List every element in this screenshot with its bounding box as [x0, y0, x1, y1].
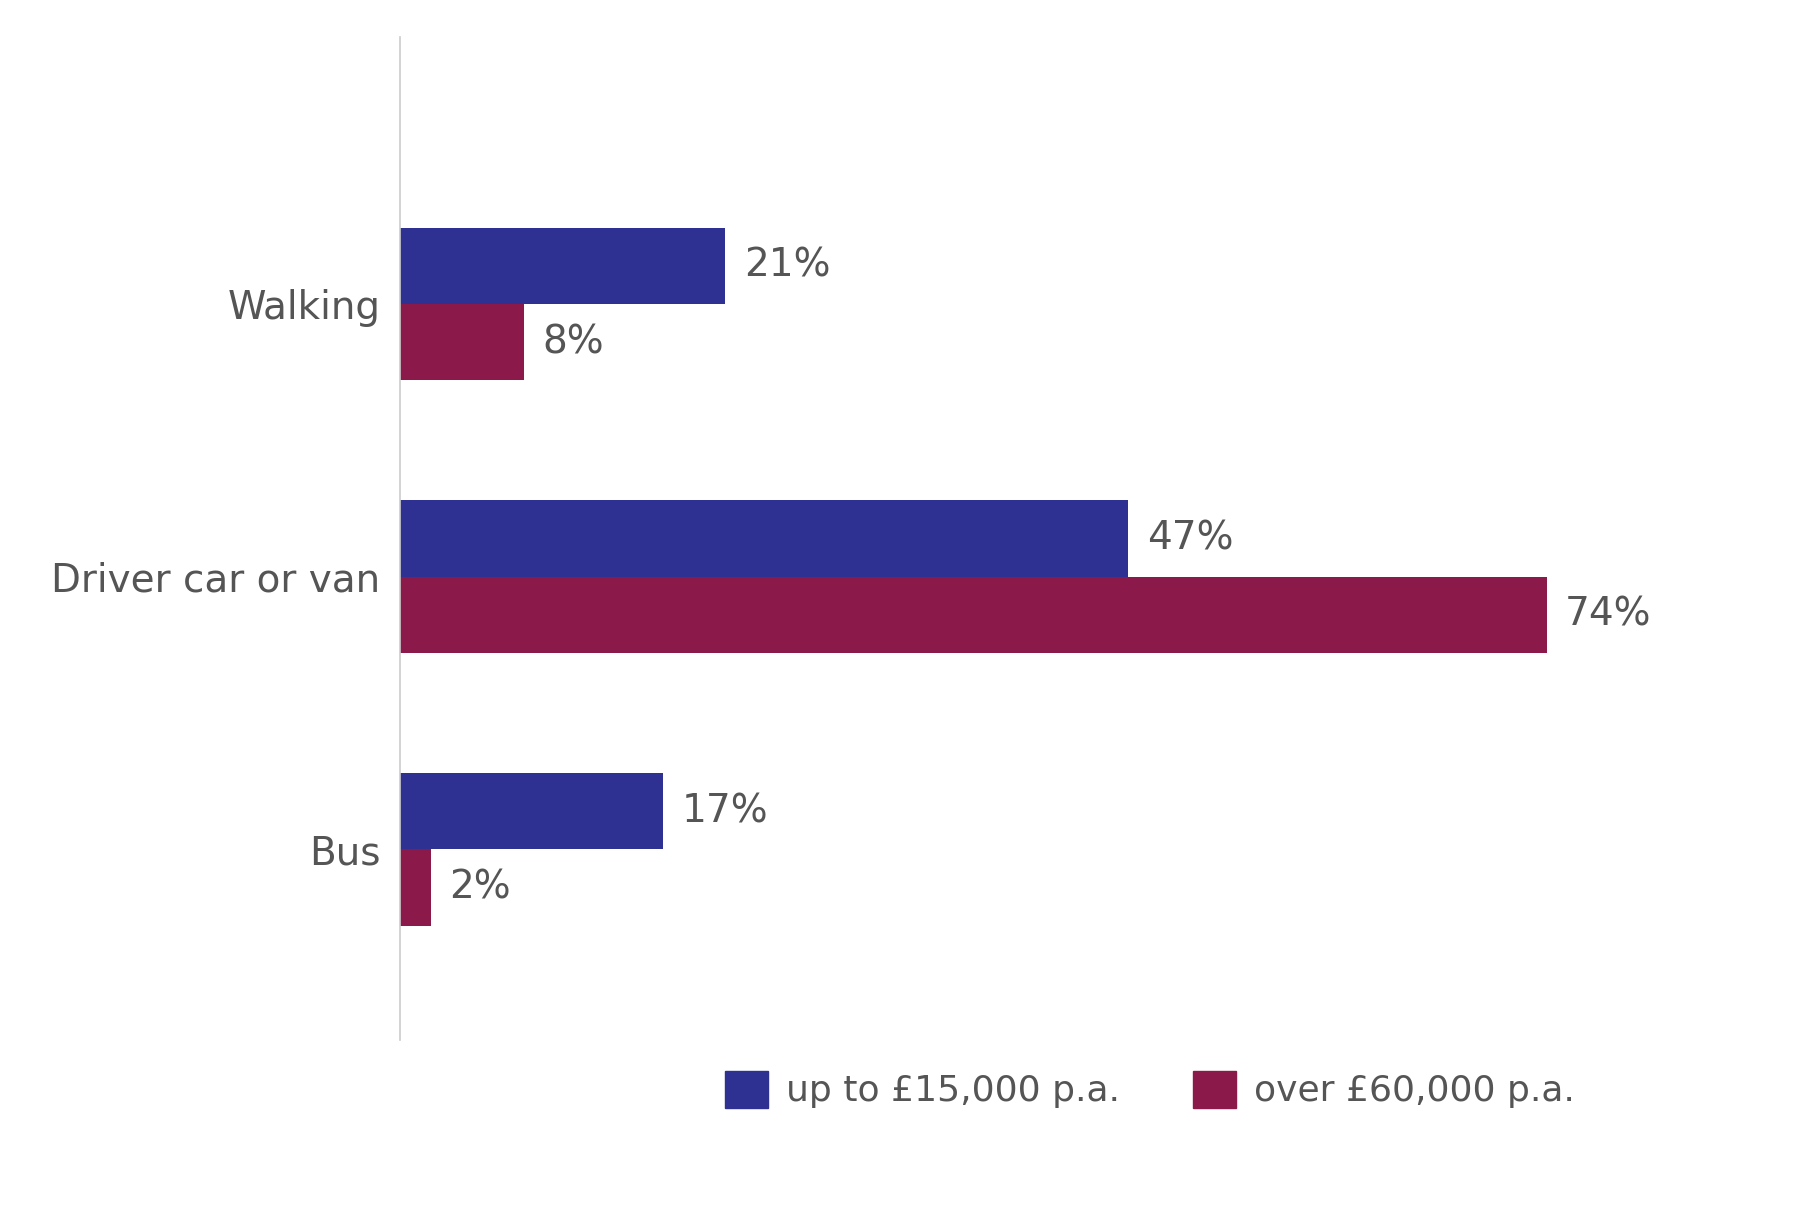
Text: 2%: 2%: [449, 869, 511, 907]
Text: 8%: 8%: [542, 323, 604, 361]
Legend: up to £15,000 p.a., over £60,000 p.a.: up to £15,000 p.a., over £60,000 p.a.: [711, 1056, 1589, 1122]
Text: 74%: 74%: [1565, 596, 1651, 634]
Bar: [400, 304, 524, 381]
Bar: [400, 774, 664, 849]
Bar: [400, 501, 1129, 577]
Bar: [400, 228, 725, 304]
Text: 21%: 21%: [744, 247, 831, 285]
Bar: [400, 577, 1547, 654]
Bar: [400, 849, 431, 925]
Text: 47%: 47%: [1147, 519, 1233, 558]
Text: 17%: 17%: [682, 792, 769, 830]
